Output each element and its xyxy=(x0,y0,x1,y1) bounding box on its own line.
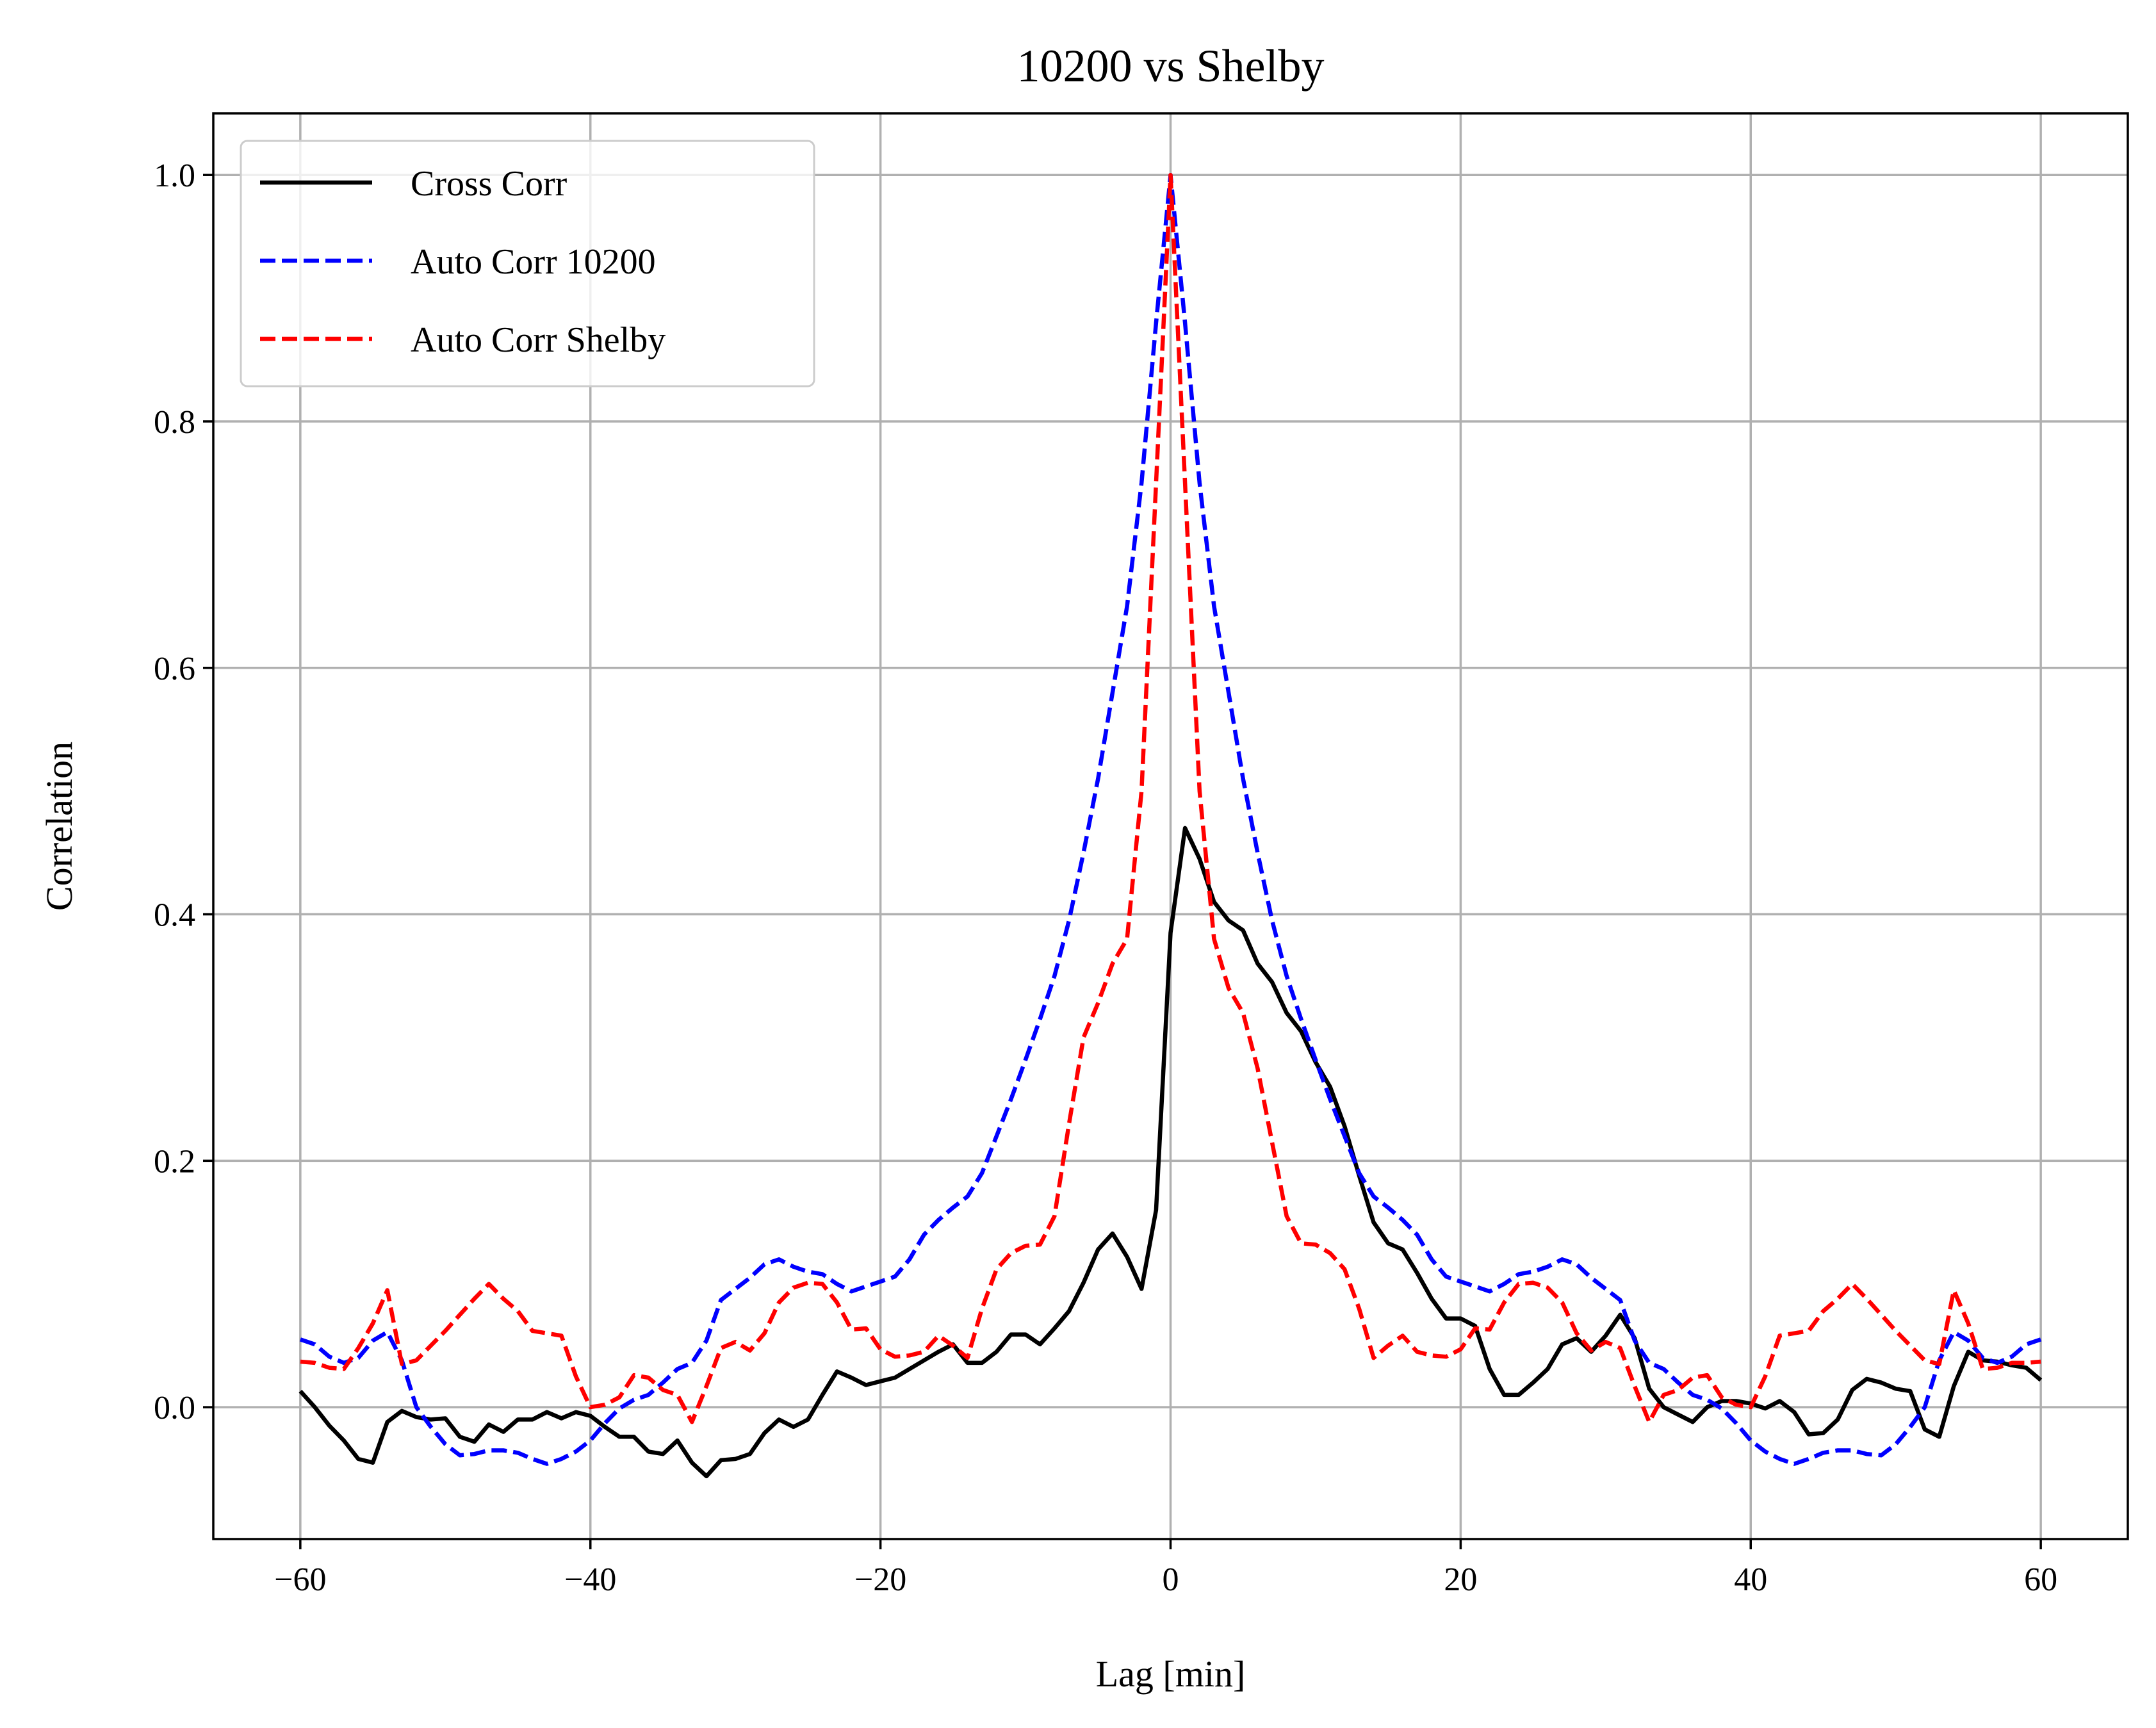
ticks: −60 −40 −20 0 20 40 60 0.0 0.2 0.4 0.6 0.8 1.0 xyxy=(154,158,2057,1598)
x-tick-label: −60 xyxy=(274,1561,326,1598)
x-tick-label: 0 xyxy=(1163,1561,1179,1598)
legend-frame xyxy=(240,140,815,387)
chart-title: 10200 vs Shelby xyxy=(1017,40,1324,92)
x-tick-label: 60 xyxy=(2024,1561,2057,1598)
x-axis-label: Lag [min] xyxy=(1096,1653,1246,1695)
x-tick-label: −40 xyxy=(564,1561,616,1598)
y-tick-label: 0.8 xyxy=(154,404,195,441)
legend: Cross Corr Auto Corr 10200 Auto Corr Shelb… xyxy=(240,140,815,387)
y-tick-label: 0.6 xyxy=(154,651,195,687)
y-axis-label: Correlation xyxy=(38,742,80,911)
y-tick-label: 1.0 xyxy=(154,158,195,194)
plot-series xyxy=(298,172,2043,1479)
y-tick-label: 0.2 xyxy=(154,1143,195,1180)
legend-label: Auto Corr Shelby xyxy=(411,320,666,360)
grid xyxy=(213,113,2128,1539)
x-tick-label: 20 xyxy=(1444,1561,1477,1598)
series-line-3 xyxy=(300,172,2041,1424)
legend-label: Cross Corr xyxy=(411,164,568,204)
x-tick-label: 40 xyxy=(1734,1561,1767,1598)
y-tick-label: 0.4 xyxy=(154,897,195,934)
legend-label: Auto Corr 10200 xyxy=(411,242,656,282)
x-tick-label: −20 xyxy=(854,1561,906,1598)
y-tick-label: 0.0 xyxy=(154,1390,195,1426)
